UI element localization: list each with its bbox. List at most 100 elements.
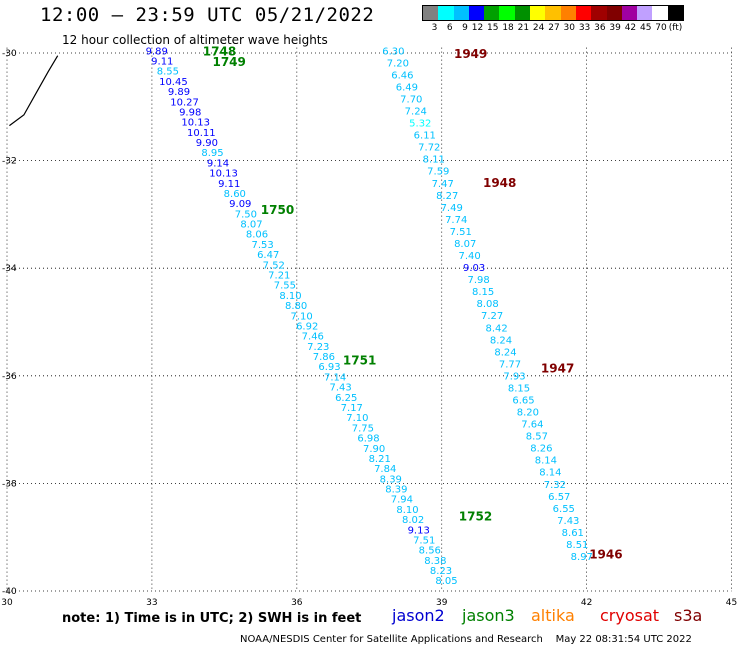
pass-time-label: 1751 (343, 354, 376, 368)
wave-height-value: 7.90 (363, 444, 385, 455)
wave-height-value: 8.20 (517, 408, 539, 419)
wave-height-value: 7.77 (499, 359, 521, 370)
wave-height-value: 8.23 (430, 566, 452, 577)
axis-tick-labels: 30 33 36 39 42 45 -30 -32 -34 -36 -38 -40 (1, 49, 737, 608)
wave-height-value: 9.14 (207, 158, 229, 169)
wave-height-value: 6.92 (296, 322, 318, 333)
wave-height-value: 7.49 (441, 203, 463, 214)
pass-time-label: 1750 (261, 203, 294, 217)
legend-label: 24 (532, 23, 545, 33)
wave-height-value: 6.98 (357, 434, 379, 445)
wave-height-value: 8.07 (454, 239, 476, 250)
wave-height-value: 8.56 (419, 546, 441, 557)
wave-height-value: 6.11 (414, 131, 436, 142)
wave-height-value: 8.14 (539, 468, 561, 479)
wave-height-value: 6.30 (382, 46, 404, 57)
legend-swatch (560, 6, 576, 20)
legend-label: 30 (563, 23, 575, 33)
legend-swatch (606, 6, 622, 20)
wave-height-value: 6.47 (257, 250, 279, 261)
wave-height-value: 7.40 (458, 251, 480, 262)
map-title: 12:00 — 23:59 UTC 05/21/2022 (40, 4, 375, 26)
legend-label: 3 (431, 23, 438, 33)
lat-tick-label: -32 (2, 157, 17, 167)
pass-time-label: 1752 (459, 510, 492, 524)
satellite-jason3: jason3 (462, 606, 515, 625)
wave-height-value: 8.95 (201, 148, 223, 159)
wave-height-value: 7.20 (387, 58, 409, 69)
legend-swatch (514, 6, 531, 20)
lon-tick-label: 36 (291, 598, 303, 608)
wave-height-value: 6.93 (318, 362, 340, 373)
legend-swatch (652, 6, 668, 20)
legend-label: 45 (640, 23, 652, 33)
wave-height-value: 7.27 (481, 311, 503, 322)
wave-height-value: 7.10 (346, 413, 368, 424)
wave-height-value: 6.25 (335, 393, 357, 404)
wave-height-value: 8.10 (396, 505, 418, 516)
wave-height-value: 7.94 (391, 495, 413, 506)
lon-tick-label: 30 (1, 598, 13, 608)
wave-height-value: 10.45 (159, 77, 188, 88)
wave-height-value: 8.51 (566, 540, 588, 551)
legend-swatch (423, 6, 439, 20)
satellite-cryosat: cryosat (600, 606, 660, 625)
wave-height-value: 7.75 (352, 423, 374, 434)
wave-height-value: 7.50 (235, 209, 257, 220)
wave-height-value: 7.23 (307, 342, 329, 353)
legend-swatches (422, 5, 685, 21)
legend-swatch (453, 6, 469, 20)
legend-label: 36 (594, 23, 606, 33)
legend-label: 12 (471, 23, 484, 33)
wave-height-value: 8.42 (485, 323, 507, 334)
lat-tick-label: -34 (2, 264, 17, 274)
wave-height-value: 7.32 (544, 480, 566, 491)
wave-height-value: 8.06 (246, 230, 268, 241)
wave-height-value: 8.15 (508, 384, 530, 395)
satellite-jason2: jason2 (392, 606, 445, 625)
wave-height-value: 9.13 (408, 525, 430, 536)
wave-height-value: 10.11 (187, 128, 216, 139)
legend-swatch (575, 6, 592, 20)
pass-time-label: 1749 (212, 55, 245, 69)
lat-tick-label: -30 (2, 49, 17, 59)
wave-height-value: 9.09 (229, 199, 251, 210)
wave-height-value: 9.90 (196, 138, 218, 149)
wave-height-value: 7.64 (521, 420, 543, 431)
legend-swatch (530, 6, 546, 20)
wave-height-value: 8.27 (436, 191, 458, 202)
wave-height-value: 7.43 (329, 383, 351, 394)
wave-height-value: 9.11 (218, 179, 240, 190)
wave-height-value: 8.55 (157, 67, 179, 78)
legend-swatch (468, 6, 485, 20)
wave-height-value: 9.03 (463, 263, 485, 274)
wave-height-value: 10.13 (181, 118, 210, 129)
legend-label: 18 (502, 23, 514, 33)
lon-tick-label: 45 (726, 598, 737, 608)
legend-swatch (591, 6, 607, 20)
wave-height-value: 9.89 (146, 46, 168, 57)
wave-height-value: 7.53 (251, 240, 273, 251)
wave-height-value: 8.61 (562, 528, 584, 539)
wave-height-value: 7.72 (418, 143, 440, 154)
wave-height-color-legend: 3 6 9 12 15 18 21 24 27 30 33 36 39 42 45 70 (ft) (422, 5, 685, 33)
legend-swatch (484, 6, 500, 20)
wave-height-value: 7.14 (324, 372, 346, 383)
legend-swatch (438, 6, 454, 20)
wave-height-value: 9.98 (179, 108, 201, 119)
legend-swatch (545, 6, 561, 20)
pass-time-label: 1748 (203, 44, 236, 58)
wave-height-value: 8.07 (240, 220, 262, 231)
coastline (9, 55, 59, 127)
wave-height-value: 8.02 (402, 515, 424, 526)
wave-height-value: 8.24 (494, 347, 516, 358)
pass-time-label: 1947 (541, 362, 574, 376)
wave-height-value: 7.52 (263, 260, 285, 271)
legend-label: 6 (446, 23, 453, 33)
wave-height-value: 8.97 (571, 552, 593, 563)
legend-swatch (637, 6, 653, 20)
wave-height-value: 8.24 (490, 335, 512, 346)
lon-tick-label: 33 (146, 598, 157, 608)
